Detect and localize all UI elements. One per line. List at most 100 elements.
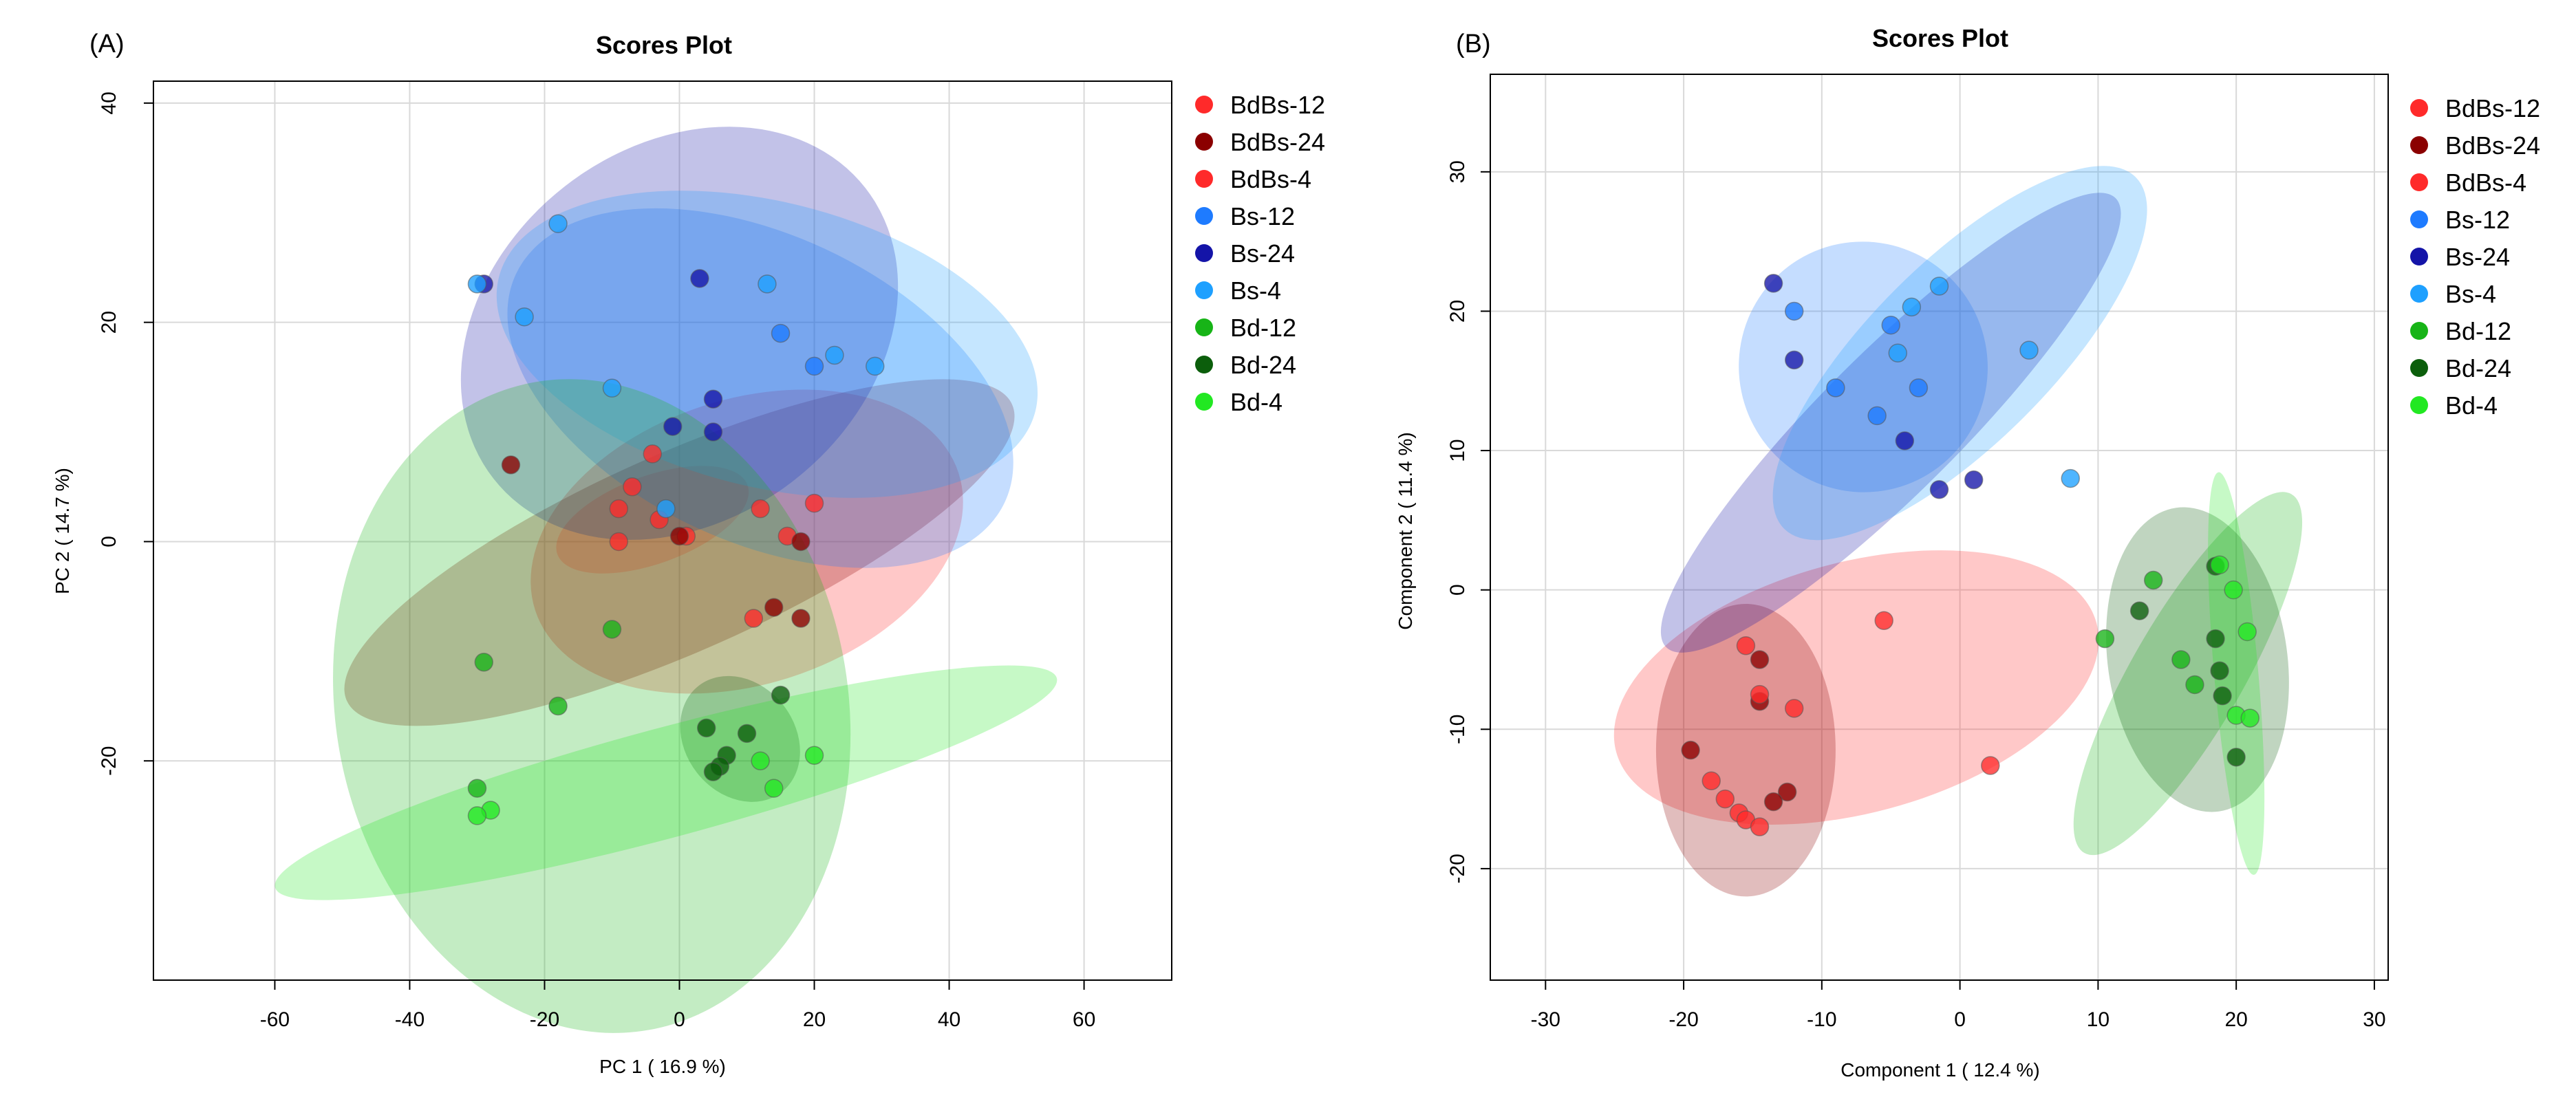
panel-a-point-bd-12	[474, 653, 494, 672]
panel-b-y-tick-label: 10	[1446, 439, 1469, 462]
panel-a-point-bs-4	[825, 345, 844, 365]
panel-a-point-bdbs-24	[764, 598, 784, 617]
panel-b-point-bdbs-4	[1702, 771, 1721, 791]
panel-b-point-bdbs-4	[1715, 789, 1735, 809]
panel-b-legend-swatch	[2410, 322, 2428, 340]
panel-b-y-tick-label: 30	[1446, 160, 1469, 183]
panel-a-point-bd-12	[602, 620, 622, 639]
panel-a-point-bd-24	[771, 685, 791, 705]
panel-a-point-bs-12	[804, 356, 824, 376]
panel-a-x-tick-label: 40	[938, 1008, 960, 1031]
panel-b-point-bd-24	[2226, 748, 2246, 767]
panel-a-point-bs-4	[515, 307, 534, 327]
panel-a-y-tick-label: 0	[98, 536, 120, 547]
panel-a-ellipse-bd-12	[333, 379, 851, 1033]
panel-b-legend-swatch	[2410, 359, 2428, 377]
panel-a-point-bd-4	[751, 751, 770, 770]
panel-a-legend-swatch	[1195, 170, 1213, 188]
panel-a-legend-label: Bd-24	[1230, 351, 1296, 379]
panel-b-legend-swatch	[2410, 173, 2428, 191]
panel-b-legend-label: Bd-12	[2445, 317, 2511, 345]
panel-a-y-tick-label: -20	[98, 746, 120, 776]
panel-b-legend-label: Bs-4	[2445, 280, 2496, 308]
panel-a-legend-swatch	[1195, 133, 1213, 151]
panel-b-ellipse-bs-12	[1739, 241, 1988, 492]
panel-b-point-bs-24	[1895, 431, 1915, 451]
panel-b-ellipses	[1613, 166, 2303, 897]
panel-b-point-bs-12	[1881, 315, 1900, 335]
panel-b-ellipse-bdbs-24	[1655, 603, 1836, 897]
panel-a-ellipse-bs-24	[460, 127, 899, 540]
panel-a-point-bs-24	[703, 422, 723, 442]
panel-a-point-bdbs-12	[643, 444, 663, 464]
panel-a-point-bs-4	[602, 378, 622, 398]
panel-a-point-bd-4	[467, 806, 487, 825]
panel-b-point-bdbs-4	[1784, 699, 1804, 718]
panel-b-x-tick-label: 0	[1954, 1008, 1966, 1031]
panel-a-ellipses	[275, 127, 1058, 1033]
panel-b-point-bd-12	[2143, 570, 2163, 590]
panel-b-point-bs-24	[1763, 274, 1783, 293]
panel-b-point-bd-24	[2206, 629, 2225, 649]
panel-b-point-bdbs-24	[1750, 650, 1770, 669]
panel-a-point-bdbs-12	[609, 499, 629, 519]
panel-b-legend-label: Bs-24	[2445, 243, 2510, 271]
panel-b-legend-label: Bd-4	[2445, 391, 2498, 420]
panel-b-title: Scores Plot	[1872, 24, 2008, 52]
panel-a-title: Scores Plot	[596, 31, 732, 59]
panel-b-x-tick-label: 20	[2224, 1008, 2247, 1031]
panel-b-points	[1681, 274, 2260, 836]
panel-a-x-tick-label: 20	[803, 1008, 826, 1031]
panel-b-legend-swatch	[2410, 136, 2428, 154]
panel-b-legend-label: Bs-12	[2445, 206, 2510, 234]
panel-a-point-bd-12	[467, 779, 487, 798]
panel-a-point-bd-24	[703, 762, 723, 781]
panel-a-point-bd-24	[737, 724, 757, 744]
panel-b-point-bd-4	[2210, 555, 2229, 574]
panel-a-legend-swatch	[1195, 244, 1213, 262]
panel-a-point-bs-4	[656, 499, 676, 519]
panel-a: (A) Scores Plot -60 -40 -20 0 20 40 60 -20 0 20 40…	[52, 30, 1325, 1077]
panel-b-legend: BdBs-12 BdBs-24 BdBs-4 Bs-12 Bs-24 Bs-4 Bd-12 B…	[2410, 94, 2540, 420]
panel-b-x-tick-label: -30	[1531, 1008, 1560, 1031]
panel-b-ellipse-bs-24	[1660, 193, 2121, 653]
panel-b-ellipse-bd-12	[2073, 492, 2303, 856]
panel-a-legend-swatch	[1195, 318, 1213, 336]
panel-a-point-bs-4	[758, 274, 777, 294]
panel-a-legend-label: Bs-12	[1230, 202, 1295, 230]
panel-a-legend-label: BdBs-24	[1230, 128, 1325, 156]
panel-b-point-bs-24	[1964, 470, 1984, 490]
panel-a-legend-swatch	[1195, 96, 1213, 113]
panel-b-x-label: Component 1 ( 12.4 %)	[1840, 1059, 2040, 1081]
panel-a-legend-label: BdBs-12	[1230, 91, 1325, 119]
panel-b-point-bdbs-12	[1981, 756, 2000, 775]
panel-b-point-bdbs-12	[1874, 611, 1893, 631]
panel-a-point-bdbs-24	[791, 532, 811, 552]
panel-a-point-bs-24	[703, 389, 723, 409]
panel-a-legend-label: Bs-24	[1230, 239, 1295, 268]
panel-a-legend-swatch	[1195, 207, 1213, 225]
panel-a-x-tick-label: -40	[395, 1008, 425, 1031]
panel-a-legend-label: Bd-12	[1230, 314, 1296, 342]
panel-a-y-tick-label: 40	[98, 91, 120, 114]
panel-b-legend-swatch	[2410, 285, 2428, 303]
panel-b-point-bd-24	[2213, 686, 2232, 706]
panel-b-y-tick-label: -10	[1446, 715, 1469, 744]
panel-b-frame	[1490, 74, 2389, 981]
panel-b-x-tick-label: -10	[1807, 1008, 1836, 1031]
panel-b-point-bd-12	[2171, 650, 2191, 669]
panel-a-legend: BdBs-12 BdBs-24 BdBs-4 Bs-12 Bs-24 Bs-4 Bd-12 B…	[1195, 91, 1325, 416]
panel-a-point-bdbs-24	[791, 609, 811, 628]
panel-b-point-bdbs-24	[1763, 792, 1783, 812]
panel-b-point-bs-24	[1929, 480, 1949, 499]
panel-b-point-bdbs-4	[1736, 636, 1756, 655]
panel-b-point-bs-12	[1909, 378, 1929, 398]
panel-b-grid	[1490, 74, 2388, 980]
panel-b-legend-swatch	[2410, 396, 2428, 414]
panel-b-point-bdbs-4	[1750, 817, 1770, 836]
panel-a-point-bs-4	[548, 214, 568, 233]
panel-b-y-label: Component 2 ( 11.4 %)	[1395, 432, 1416, 629]
panel-b-legend-label: BdBs-12	[2445, 94, 2540, 122]
panel-a-legend-swatch	[1195, 356, 1213, 373]
panel-b-legend-swatch	[2410, 248, 2428, 265]
